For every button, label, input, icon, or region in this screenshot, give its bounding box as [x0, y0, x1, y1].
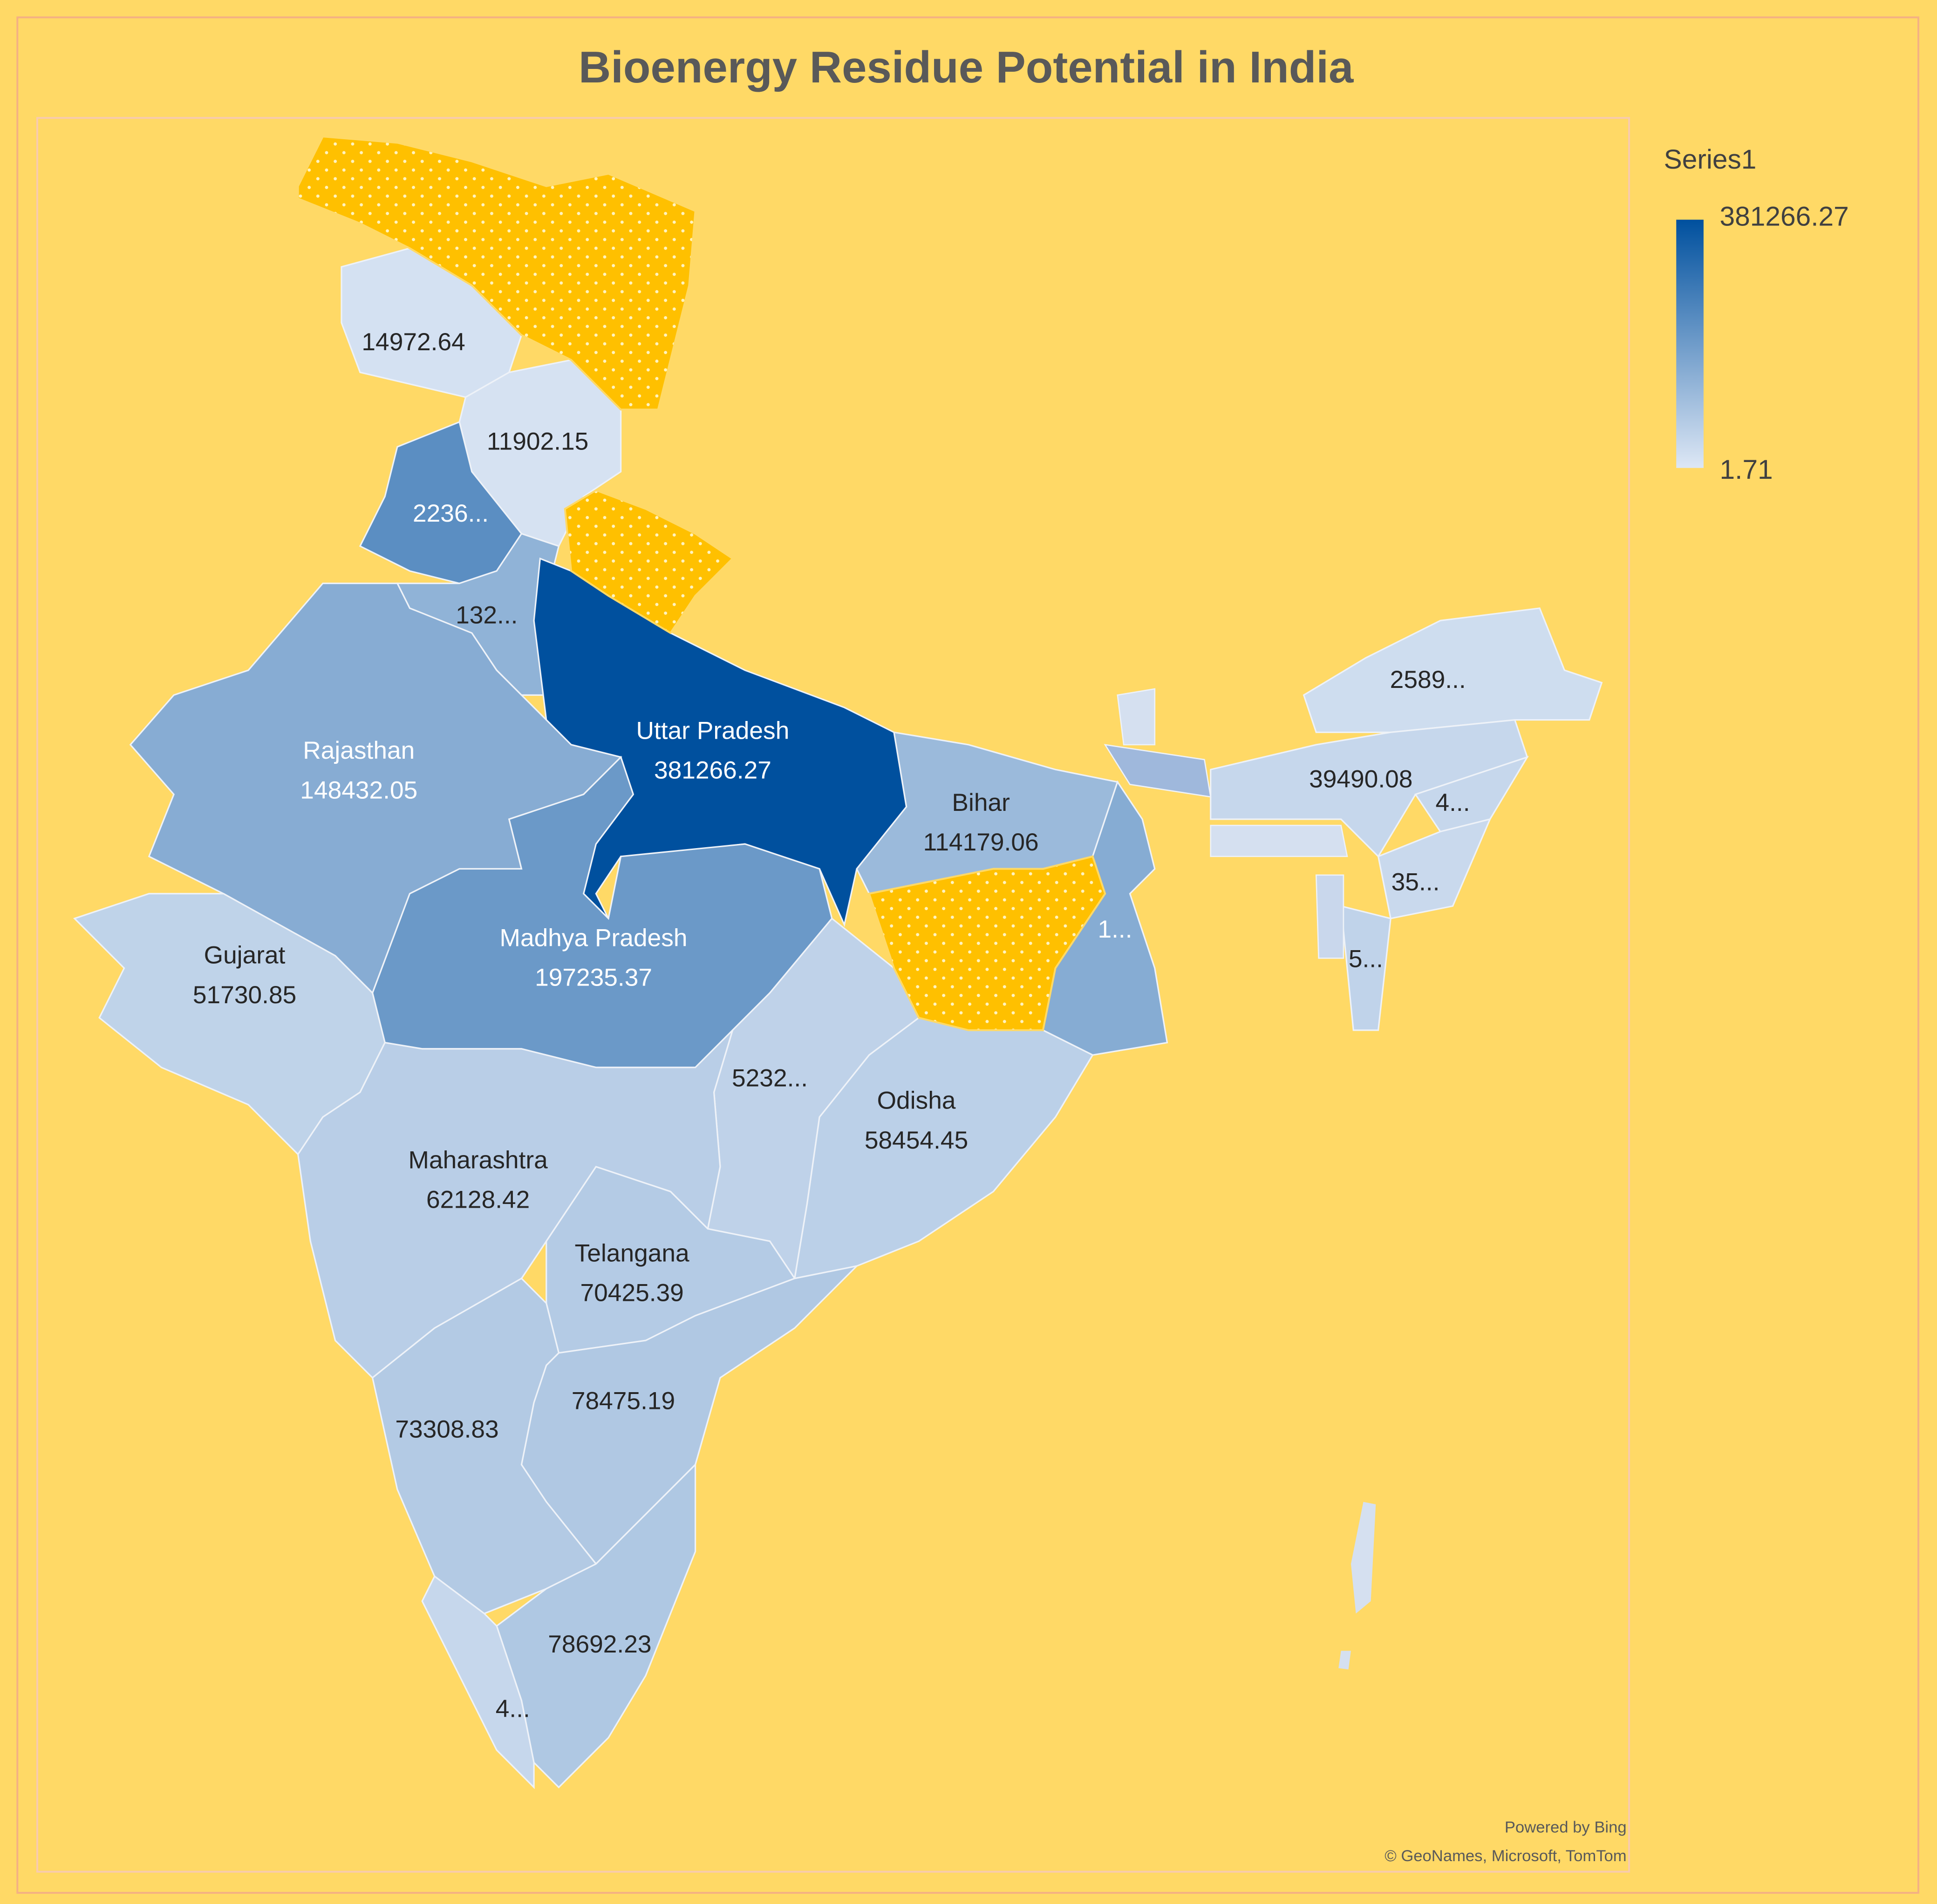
- region-value-label: 39490.08: [1309, 765, 1412, 793]
- region-shape: [1104, 744, 1212, 798]
- region-name: Odisha: [877, 1087, 956, 1115]
- region-name: Madhya Pradesh: [500, 924, 688, 952]
- region-name: Rajasthan: [303, 737, 415, 764]
- plot-border: [36, 117, 1630, 1873]
- region-name: Gujarat: [204, 942, 286, 969]
- region-value-label: 4...: [1435, 789, 1470, 816]
- region: [1377, 818, 1492, 919]
- region-value-label: 132...: [456, 602, 518, 629]
- region-name: Telangana: [575, 1239, 689, 1267]
- region-shape: [1117, 688, 1156, 746]
- region-name: Maharashtra: [409, 1146, 548, 1174]
- region-value-label: 114179.06: [923, 829, 1039, 856]
- legend-title: Series1: [1664, 144, 1757, 175]
- island-shape: [1350, 1502, 1376, 1614]
- region-labels: 14972.64 11902.15 2236... 132... Uttar Prade…: [193, 328, 1470, 1722]
- region: [1340, 905, 1391, 1031]
- region-value-label: 148432.05: [300, 776, 417, 804]
- region-value-label: 2589...: [1390, 666, 1466, 694]
- region-name: Bihar: [952, 789, 1009, 816]
- region-value-label: 35...: [1391, 869, 1440, 896]
- region-value-label: 11902.15: [487, 428, 588, 455]
- region-value-label: 78475.19: [572, 1387, 675, 1414]
- region-value-label: 2236...: [413, 500, 489, 527]
- no-data-region: [868, 855, 1106, 1031]
- island-shape: [1338, 1651, 1351, 1670]
- region-value-label: 1...: [1098, 916, 1132, 943]
- legend: Series1 381266.27 1.71: [1664, 144, 1849, 485]
- attribution: © GeoNames, Microsoft, TomTom: [1385, 1847, 1626, 1865]
- region-value-label: 78692.23: [548, 1631, 651, 1658]
- region-value-label: 5...: [1349, 945, 1383, 973]
- region-value-label: 51730.85: [193, 981, 296, 1009]
- region: [421, 1575, 535, 1789]
- region-value-label: 62128.42: [426, 1186, 530, 1214]
- no-data-region: [297, 136, 696, 411]
- legend-color-bar: [1676, 219, 1704, 468]
- legend-max-label: 381266.27: [1720, 202, 1849, 232]
- region-value-label: 381266.27: [654, 757, 771, 784]
- chart-title: Bioenergy Residue Potential in India: [579, 42, 1354, 92]
- chart-border: [16, 16, 1920, 1894]
- regions: [73, 247, 1603, 1789]
- no-data-regions: [297, 136, 1106, 1031]
- unlabeled-regions: [1104, 688, 1376, 1670]
- attribution: Powered by Bing: [1505, 1819, 1627, 1836]
- region-name: Uttar Pradesh: [636, 717, 790, 744]
- region-shape: [1315, 874, 1344, 959]
- region-value-label: 4...: [496, 1695, 530, 1722]
- region-value-label: 14972.64: [361, 328, 465, 356]
- no-data-region: [564, 489, 734, 634]
- region: [1303, 607, 1603, 733]
- region-shape: [1210, 824, 1348, 857]
- legend-min-label: 1.71: [1720, 455, 1773, 485]
- region-value-label: 197235.37: [535, 964, 652, 992]
- region-value-label: 5232...: [732, 1065, 808, 1092]
- region-value-label: 58454.45: [865, 1127, 968, 1154]
- region-value-label: 73308.83: [395, 1416, 498, 1443]
- region-value-label: 70425.39: [580, 1279, 684, 1307]
